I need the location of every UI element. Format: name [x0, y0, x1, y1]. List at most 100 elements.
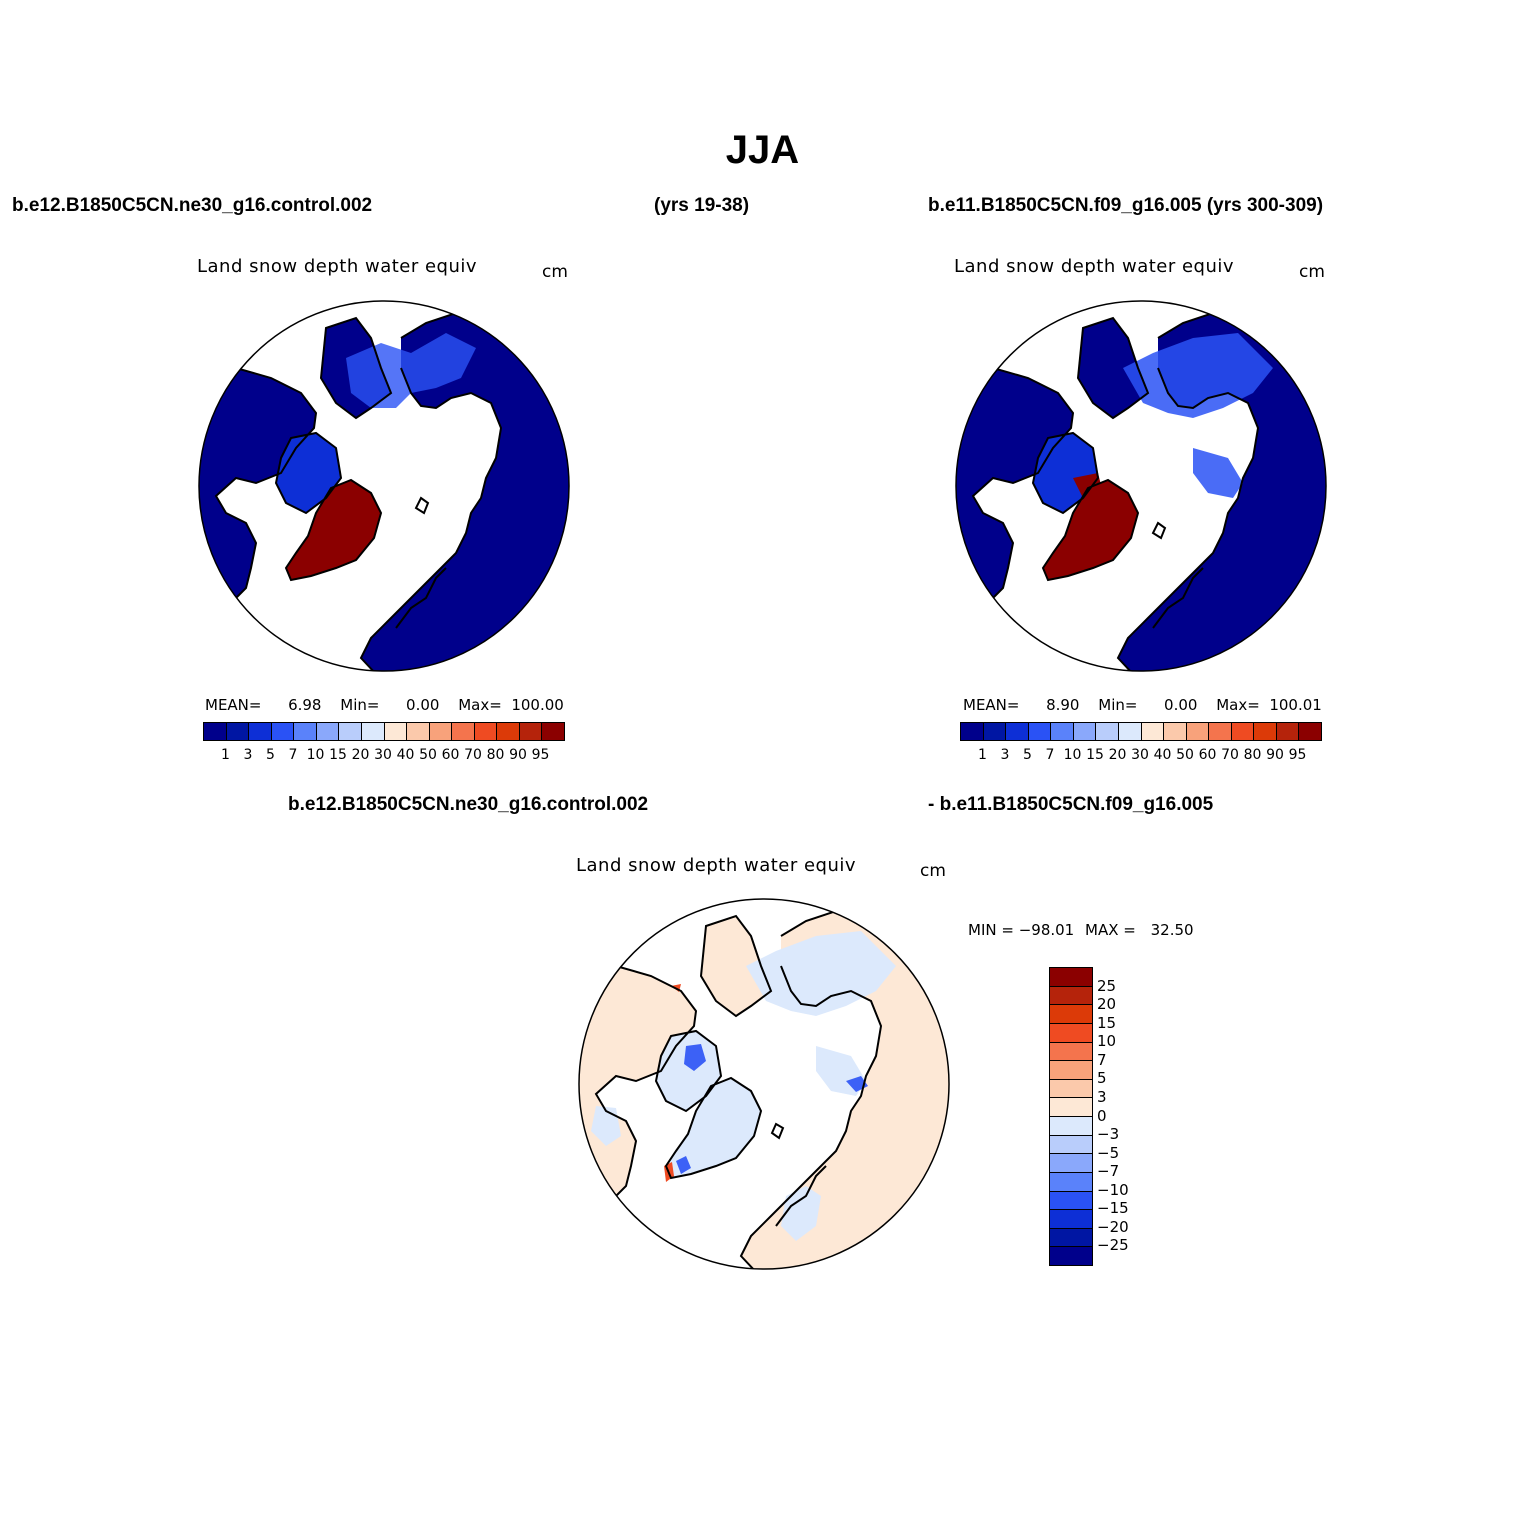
panel1-max-label: Max= [458, 696, 502, 714]
panel2-colorbar-label: 20 [1108, 747, 1127, 763]
panel2-colorbar-box [1118, 723, 1142, 740]
panel1-colorbar-label: 60 [441, 747, 460, 763]
panel2-greenland [1043, 473, 1138, 580]
diff-max-value: 32.50 [1150, 921, 1194, 939]
panel2-colorbar-box [1141, 723, 1165, 740]
panel2-colorbar-label: 5 [1023, 747, 1032, 763]
panel2-colorbar-box [1254, 723, 1277, 740]
diff-minmax: MIN = −98.01 MAX = 32.50 [968, 921, 1194, 939]
diff-colorbar-label: −7 [1097, 1162, 1120, 1181]
panel1-colorbar-box [271, 723, 295, 740]
panel2-colorbar-box [1209, 723, 1232, 740]
panel2-colorbar-label: 90 [1266, 747, 1284, 763]
panel1-colorbar-label: 20 [351, 747, 370, 763]
panel2-colorbar-box [1164, 723, 1187, 740]
diff-colorbar-box [1050, 1210, 1092, 1229]
panel1-colorbar-label: 5 [266, 747, 275, 763]
panel2-colorbar-box [1276, 723, 1300, 740]
diff-min-label: MIN = [968, 921, 1014, 939]
panel1-colorbar-box [316, 723, 340, 740]
panel2-colorbar-label: 40 [1153, 747, 1172, 763]
diff-colorbar-label: −3 [1097, 1125, 1120, 1144]
panel1-colorbar-box [361, 723, 385, 740]
panel2-units: cm [1299, 262, 1325, 282]
panel1-colorbar-label: 40 [396, 747, 415, 763]
diff-colorbar-label: 25 [1097, 976, 1117, 995]
panel1-colorbar-box [452, 723, 475, 740]
panel1-units: cm [542, 262, 568, 282]
panel1-min-label: Min= [340, 696, 380, 714]
diff-colorbar-box [1050, 1098, 1092, 1117]
panel2-colorbar-box [1186, 723, 1210, 740]
panel2-max-label: Max= [1216, 696, 1260, 714]
diff-colorbar-box [1050, 1247, 1092, 1265]
panel1-colorbar-label: 70 [464, 747, 482, 763]
panel2-colorbar-box [1299, 723, 1321, 740]
panel1-colorbar-box [474, 723, 498, 740]
diff-colorbar-box [1050, 1117, 1092, 1136]
panel1-colorbar-box [339, 723, 362, 740]
panel1-colorbar-label: 3 [243, 747, 253, 763]
diff-title: Land snow depth water equiv [576, 855, 857, 876]
diff-map-border [578, 898, 950, 1270]
diff-max-label: MAX = [1085, 921, 1136, 939]
panel1-mean-label: MEAN= [205, 696, 262, 714]
diff-colorbar-label: 3 [1097, 1087, 1107, 1106]
case1-label: b.e12.B1850C5CN.ne30_g16.control.002 [12, 195, 373, 216]
diff-land-positive [579, 911, 949, 1269]
diff-colorbar-box [1050, 1079, 1092, 1099]
diff-colorbar-label: 5 [1097, 1069, 1107, 1088]
diff-colorbar-box [1050, 1154, 1092, 1173]
panel2-title: Land snow depth water equiv [954, 256, 1235, 277]
panel1-colorbar-box [407, 723, 430, 740]
figure-title: JJA [725, 128, 800, 172]
panel2-colorbar-label: 50 [1176, 747, 1194, 763]
diff-polar-map [578, 898, 950, 1270]
panel1-colorbar-label: 15 [329, 747, 347, 763]
panel2-colorbar [960, 722, 1322, 741]
diff-colorbar-box [1050, 1061, 1092, 1080]
diff-colorbar-box [1050, 1191, 1092, 1211]
panel1-colorbar [203, 722, 565, 741]
panel2-min-label: Min= [1098, 696, 1138, 714]
panel1-colorbar-label: 7 [288, 747, 298, 763]
diff-colorbar-label: −20 [1097, 1217, 1129, 1236]
panel1-colorbar-label: 30 [374, 747, 392, 763]
diff-case-left-label: b.e12.B1850C5CN.ne30_g16.control.002 [288, 794, 649, 815]
diff-colorbar-label: 20 [1097, 995, 1117, 1014]
panel2-polar-map [955, 300, 1327, 672]
panel1-polar-map [198, 300, 570, 672]
panel2-mean-label: MEAN= [963, 696, 1020, 714]
panel1-title: Land snow depth water equiv [197, 256, 478, 277]
panel2-colorbar-label: 10 [1063, 747, 1082, 763]
panel2-colorbar-label: 3 [1000, 747, 1010, 763]
diff-colorbar-label: −25 [1097, 1236, 1129, 1255]
panel2-colorbar-box [961, 723, 984, 740]
panel2-stats: MEAN= 8.90 Min= 0.00 Max= 100.01 [963, 696, 1322, 714]
panel1-colorbar-box [497, 723, 520, 740]
panel1-colorbar-label: 95 [531, 747, 550, 763]
panel1-snow-band [346, 333, 476, 408]
diff-colorbar-label: 0 [1097, 1106, 1107, 1125]
diff-colorbar-label: 10 [1097, 1032, 1117, 1051]
panel2-colorbar-box [1073, 723, 1097, 740]
panel2-colorbar-label: 70 [1221, 747, 1239, 763]
diff-land-negative [591, 931, 896, 1241]
panel2-colorbar-box [1028, 723, 1052, 740]
panel2-colorbar-label: 15 [1086, 747, 1104, 763]
diff-colorbar-label: 15 [1097, 1013, 1117, 1032]
panel1-max-value: 100.00 [511, 696, 564, 714]
diff-min-value: −98.01 [1018, 921, 1075, 939]
panel2-colorbar-label: 1 [978, 747, 987, 763]
diff-colorbar-box [1050, 1042, 1092, 1062]
panel1-colorbar-box [384, 723, 408, 740]
panel1-colorbar-box [519, 723, 543, 740]
diff-colorbar-label: −10 [1097, 1180, 1129, 1199]
panel2-colorbar-box [1006, 723, 1029, 740]
panel1-colorbar-box [249, 723, 272, 740]
diff-colorbar-label: 7 [1097, 1050, 1107, 1069]
diff-case-right-label: - b.e11.B1850C5CN.f09_g16.005 [928, 794, 1214, 815]
panel2-land-field [956, 313, 1326, 671]
panel2-colorbar-label: 80 [1243, 747, 1262, 763]
panel2-colorbar-box [983, 723, 1007, 740]
